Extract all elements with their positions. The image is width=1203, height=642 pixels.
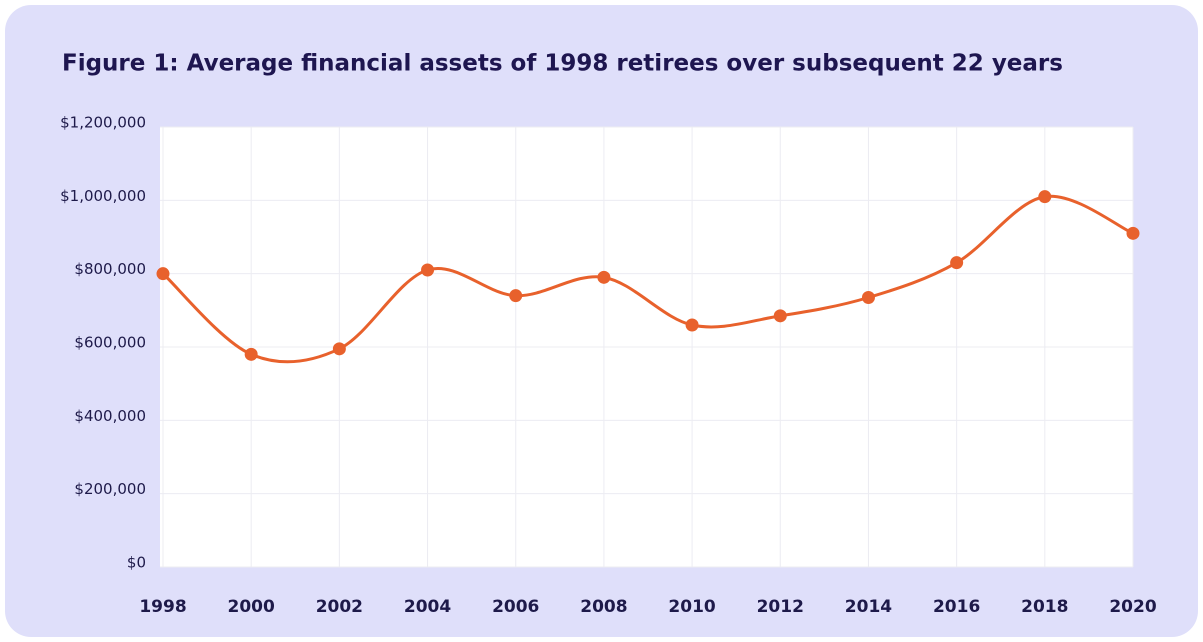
- x-tick-label: 2010: [668, 597, 715, 617]
- marker: [597, 270, 611, 284]
- x-tick-label: 2012: [757, 597, 804, 617]
- x-tick-label: 2000: [228, 597, 275, 617]
- x-tick-label: 1998: [139, 597, 186, 617]
- y-tick-label: $800,000: [74, 260, 146, 278]
- y-tick-label: $1,200,000: [60, 114, 146, 132]
- x-tick-label: 2006: [492, 597, 539, 617]
- marker: [950, 256, 964, 270]
- line: [161, 194, 1134, 364]
- marker: [1126, 226, 1140, 240]
- x-tick-label: 2014: [845, 597, 892, 617]
- marker: [332, 342, 346, 356]
- marker: [421, 263, 435, 277]
- y-tick-label: $200,000: [74, 480, 146, 498]
- chart-title: Figure 1: Average financial assets of 19…: [62, 51, 1063, 77]
- y-tick-label: $600,000: [74, 334, 146, 352]
- marker: [509, 289, 523, 303]
- marker: [773, 309, 787, 323]
- marker: [156, 267, 170, 281]
- marker: [685, 318, 699, 332]
- x-tick-label: 2016: [933, 597, 980, 617]
- marker: [861, 291, 875, 304]
- marker: [244, 347, 258, 361]
- x-tick-label: 2002: [316, 597, 363, 617]
- x-tick-label: 2020: [1109, 597, 1156, 617]
- y-tick-label: $400,000: [74, 407, 146, 425]
- x-tick-label: 2008: [580, 597, 627, 617]
- x-tick-label: 2018: [1021, 597, 1068, 617]
- y-tick-label: $1,000,000: [60, 187, 146, 205]
- y-tick-label: $0: [127, 554, 146, 572]
- marker: [1038, 190, 1052, 204]
- x-tick-label: 2004: [404, 597, 451, 617]
